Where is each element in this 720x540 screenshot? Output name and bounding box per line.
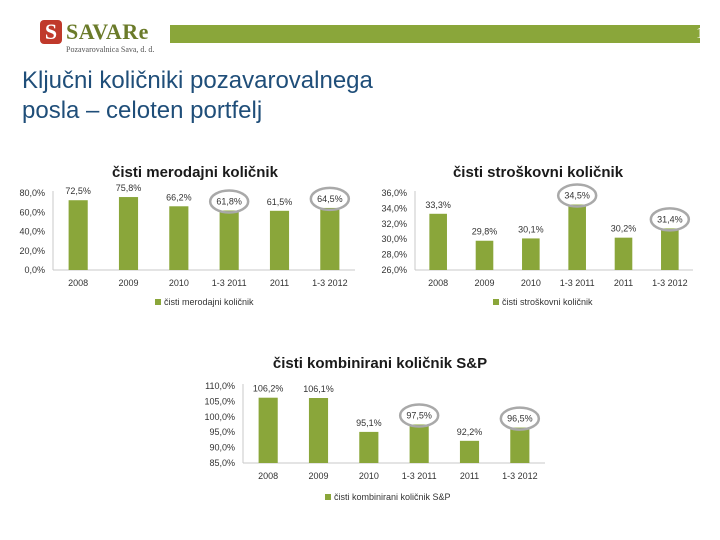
data-label: 31,4% [657,214,683,224]
chart-title: čisti stroškovni količnik [453,164,624,181]
y-tick-label: 26,0% [381,265,407,275]
x-tick-label: 2008 [68,278,88,288]
bar [459,440,480,463]
x-tick-label: 2008 [258,471,278,481]
bar [661,228,679,270]
chart-title: čisti kombinirani količnik S&P [273,355,487,372]
data-label: 106,2% [253,384,284,394]
slide-title: Ključni količniki pozavarovalnega posla … [22,66,582,126]
chart-title: čisti merodajni količnik [112,164,279,181]
data-label: 72,5% [65,186,91,196]
x-tick-label: 2009 [118,278,138,288]
data-label: 95,1% [356,418,382,428]
y-tick-label: 36,0% [381,188,407,198]
y-tick-label: 105,0% [204,396,235,406]
x-tick-label: 2009 [308,471,328,481]
bar [320,207,340,270]
bar [118,197,139,270]
x-tick-label: 2009 [474,278,494,288]
highlight-ellipse [398,403,440,428]
y-tick-label: 85,0% [209,458,235,468]
y-tick-label: 28,0% [381,250,407,260]
bar [429,213,447,270]
y-tick-label: 40,0% [19,227,45,237]
y-tick-label: 60,0% [19,207,45,217]
x-tick-label: 2011 [270,278,289,288]
y-tick-label: 34,0% [381,203,407,213]
legend-swatch [155,299,161,305]
data-label: 106,1% [303,384,334,394]
bar [169,206,189,270]
y-tick-label: 95,0% [209,427,235,437]
y-tick-label: 110,0% [205,381,235,391]
logo-wordmark: SAVARe [66,19,149,44]
data-label: 64,5% [317,194,343,204]
highlight-ellipse [499,406,541,431]
legend-label: čisti stroškovni količnik [502,297,593,307]
x-tick-label: 1-3 2011 [212,278,247,288]
data-label: 29,8% [472,227,498,237]
x-tick-label: 2011 [460,471,479,481]
slide-title-line-2: posla – celoten portfelj [22,97,263,124]
data-label: 30,2% [611,224,637,234]
y-tick-label: 20,0% [19,246,45,256]
data-label: 66,2% [166,192,192,202]
legend-label: čisti kombinirani količnik S&P [334,492,451,502]
highlight-ellipse [309,186,351,212]
data-label: 61,8% [216,197,242,207]
logo-mark: S [40,20,62,44]
bar [258,397,278,463]
y-tick-label: 90,0% [209,443,235,453]
legend-swatch [493,299,499,305]
x-tick-label: 2008 [428,278,448,288]
data-label: 33,3% [425,200,451,210]
header-bar [170,25,700,43]
logo-subtitle: Pozavarovalnica Sava, d. d. [66,45,155,54]
x-tick-label: 1-3 2012 [502,471,538,481]
highlight-ellipse [649,207,691,232]
x-tick-label: 2010 [521,278,541,288]
bar [510,427,530,463]
chart-net-combined-ratio: čisti kombinirani količnik S&P 85,0% 90,0%… [204,355,545,502]
data-label: 34,5% [564,191,590,201]
x-tick-label: 2010 [169,278,189,288]
y-tick-label: 0,0% [24,265,45,275]
legend-swatch [325,494,331,500]
bar [68,200,88,270]
bar [219,210,239,270]
bar [308,398,329,463]
data-label: 75,8% [116,183,142,193]
y-tick-label: 32,0% [381,219,407,229]
x-tick-label: 2010 [359,471,379,481]
bar [475,240,494,270]
x-tick-label: 1-3 2012 [652,278,688,288]
data-label: 92,2% [457,427,483,437]
chart-net-loss-ratio: čisti merodajni količnik 0,0% 20,0% 40,0% 60… [19,164,355,307]
bar [568,204,586,270]
bar [269,210,290,270]
page-number: 17 [696,25,712,42]
highlight-ellipse [556,183,598,208]
bar [359,431,379,463]
x-tick-label: 1-3 2012 [312,278,348,288]
x-tick-label: 1-3 2011 [402,471,437,481]
x-tick-label: 1-3 2011 [560,278,595,288]
y-tick-label: 30,0% [381,234,407,244]
bar [614,237,633,270]
x-tick-label: 2011 [614,278,633,288]
data-label: 61,5% [267,197,293,207]
y-tick-label: 100,0% [204,412,235,422]
data-label: 96,5% [507,414,533,424]
legend-label: čisti merodajni količnik [164,297,254,307]
slide-title-line-1: Ključni količniki pozavarovalnega [22,67,373,94]
chart-net-expense-ratio: čisti stroškovni količnik 26,0% 28,0% 30,0%… [381,164,693,307]
y-tick-label: 80,0% [19,188,45,198]
data-label: 97,5% [406,411,432,421]
data-label: 30,1% [518,224,544,234]
bar [409,424,429,463]
bar [522,238,540,270]
highlight-ellipse [208,189,250,214]
